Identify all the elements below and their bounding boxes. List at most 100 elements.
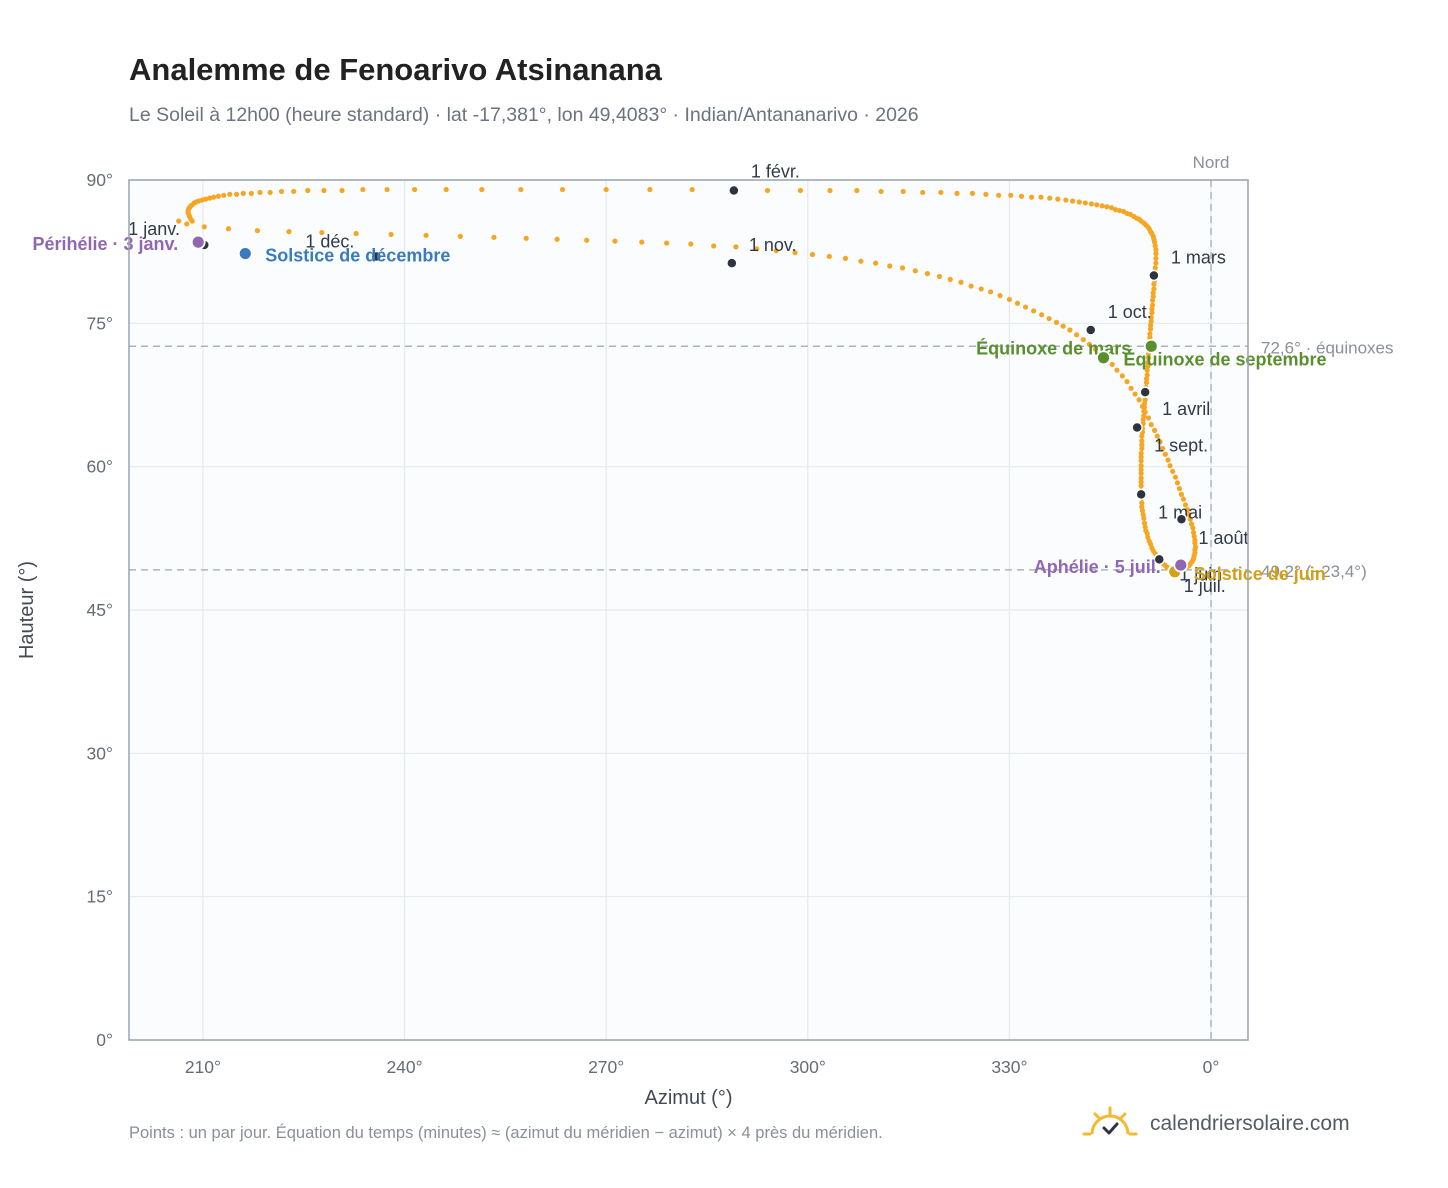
event-label: Aphélie · 5 juil. (1034, 557, 1161, 577)
daily-point (1055, 196, 1061, 202)
daily-point (1143, 379, 1150, 386)
daily-point (1140, 417, 1146, 423)
daily-point (899, 265, 906, 271)
daily-point (1149, 297, 1156, 303)
daily-point (1154, 433, 1160, 439)
daily-point (1138, 458, 1144, 464)
reference-line-label: 72,6° · équinoxes (1261, 338, 1394, 357)
daily-point (900, 188, 906, 195)
daily-point (291, 188, 297, 195)
sun-check-logo-icon (1082, 1106, 1138, 1136)
daily-point (1014, 300, 1021, 306)
month-marker-label: 1 juil. (1184, 576, 1226, 596)
daily-point (938, 189, 944, 196)
brand-name: calendriersolaire.com (1150, 1112, 1350, 1135)
daily-point (1128, 385, 1134, 391)
month-marker-label: 1 mai (1158, 502, 1202, 522)
y-axis-label: Hauteur (°) (16, 561, 38, 659)
daily-point (257, 189, 263, 196)
daily-point (1092, 346, 1099, 352)
month-marker (1135, 488, 1147, 501)
daily-point (792, 250, 798, 256)
daily-point (479, 186, 485, 193)
daily-point (920, 189, 926, 196)
daily-point (1145, 415, 1152, 421)
daily-point (912, 268, 918, 274)
daily-point (809, 251, 816, 258)
event-marker (1173, 557, 1189, 573)
daily-point (554, 236, 560, 242)
brand[interactable]: calendriersolaire.com (1082, 1104, 1350, 1144)
daily-point (1167, 463, 1173, 469)
month-marker (1139, 386, 1151, 398)
daily-point (1119, 373, 1125, 379)
daily-point (1153, 247, 1159, 253)
daily-point (1157, 439, 1163, 445)
daily-point (1153, 255, 1159, 261)
daily-point (1022, 304, 1029, 310)
daily-point (215, 193, 221, 199)
daily-point (1187, 516, 1193, 522)
month-marker-label: 1 juin (1179, 564, 1222, 584)
daily-point (754, 246, 760, 252)
daily-point (1099, 203, 1105, 209)
month-marker-label: 1 janv. (128, 219, 180, 239)
month-marker-label: 1 août (1198, 528, 1248, 548)
daily-point (278, 188, 285, 195)
daily-point (1082, 200, 1088, 206)
daily-point (1184, 507, 1191, 513)
daily-point (1152, 265, 1158, 271)
x-tick-label: 330° (991, 1057, 1027, 1077)
axis-ticks: 210° 240° 270° 300° 330° 0° 0° 15° 30° 45° 60° 75° 9… (87, 170, 1220, 1077)
month-marker (1148, 269, 1160, 282)
daily-point (227, 191, 233, 197)
daily-point (826, 253, 832, 260)
month-marker (1131, 421, 1143, 434)
daily-point (1046, 315, 1052, 322)
y-tick-label: 75° (87, 313, 113, 333)
daily-point (1069, 198, 1076, 204)
x-tick-label: 0° (1203, 1057, 1220, 1077)
daily-point (1141, 515, 1147, 521)
daily-point (1114, 367, 1120, 373)
daily-point (1074, 332, 1080, 338)
daily-point (254, 228, 260, 234)
reference-line-label: 49,2° (−23,4°) (1261, 562, 1367, 581)
daily-point (384, 186, 390, 193)
daily-point (1076, 199, 1082, 205)
daily-point (797, 187, 804, 194)
daily-point (983, 191, 989, 197)
daily-point (584, 237, 590, 243)
daily-point (958, 279, 964, 285)
daily-point (1172, 474, 1179, 480)
daily-point (1039, 312, 1045, 318)
daily-point (1088, 201, 1095, 207)
daily-point (854, 187, 860, 194)
daily-point (1190, 530, 1197, 536)
daily-point (987, 289, 994, 295)
daily-point (201, 224, 207, 230)
footnote: Points : un par jour. Équation du temps … (129, 1124, 883, 1142)
month-marker (370, 250, 383, 263)
daily-point (518, 186, 524, 193)
month-marker (1175, 513, 1188, 525)
daily-point (203, 196, 209, 202)
daily-point (1139, 442, 1145, 448)
daily-point (1147, 322, 1154, 328)
daily-point (773, 248, 779, 254)
daily-point (1138, 466, 1144, 473)
month-marker-label: 1 déc. (305, 231, 354, 251)
daily-point (1067, 327, 1073, 333)
daily-point (924, 271, 931, 277)
daily-point (1031, 308, 1037, 314)
daily-point (1138, 450, 1144, 456)
daily-point (1139, 500, 1145, 506)
event-label: Périhélie · 3 janv. (32, 234, 178, 254)
daily-point (873, 260, 879, 266)
event-marker (1143, 338, 1159, 354)
month-marker-label: 1 mars (1171, 248, 1226, 268)
daily-point (1139, 433, 1145, 439)
daily-point (1063, 197, 1069, 203)
daily-point (1136, 397, 1142, 403)
